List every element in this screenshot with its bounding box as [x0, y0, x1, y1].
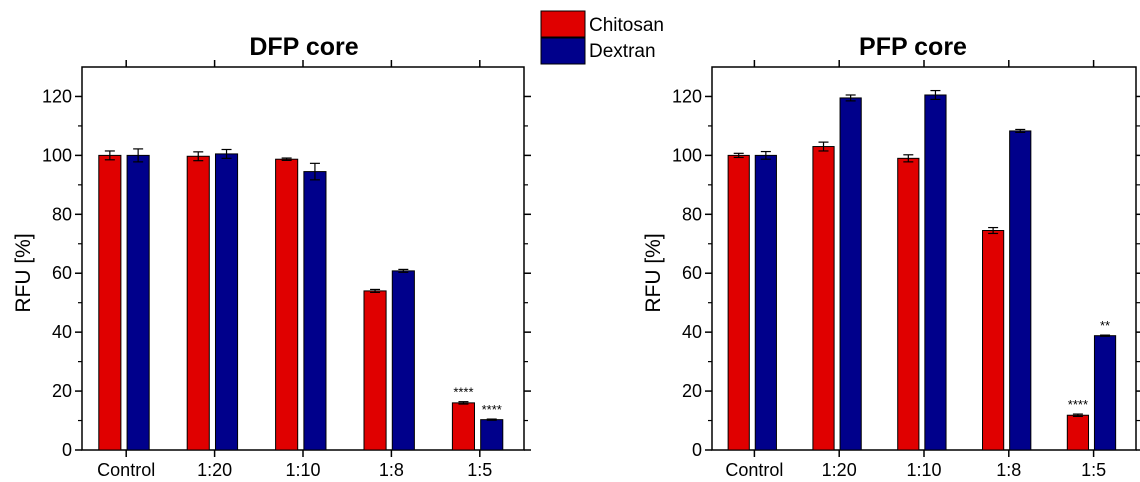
- significance-label: ****: [482, 402, 502, 417]
- x-tick-label: 1:8: [379, 460, 404, 480]
- chart-dfp-core: DFP core RFU [%] 0 20 40 60 80 100 120 Control 1…: [12, 33, 531, 480]
- bar-chitosan: [982, 230, 1005, 451]
- bar-dextran: [839, 97, 862, 451]
- chart-title: DFP core: [249, 33, 358, 61]
- chart-title: PFP core: [859, 33, 967, 61]
- bar-dextran: [391, 270, 415, 451]
- x-tick-label: Control: [97, 460, 155, 480]
- y-tick-label: 100: [42, 145, 72, 165]
- legend-swatch-chitosan: [540, 10, 586, 38]
- y-axis-title: RFU [%]: [642, 233, 665, 312]
- bar-chitosan: [812, 146, 835, 451]
- x-tick-label: Control: [725, 460, 783, 480]
- y-axis-title: RFU [%]: [12, 233, 35, 312]
- x-tick-label: 1:5: [1081, 460, 1106, 480]
- bar-chitosan: [897, 157, 920, 451]
- significance-label: ****: [453, 385, 473, 400]
- bar-chitosan: [363, 290, 387, 451]
- y-tick-label: 60: [682, 263, 702, 283]
- significance-label: **: [1100, 318, 1110, 333]
- legend-swatch-dextran: [540, 37, 586, 65]
- chart-pfp-core: PFP core RFU [%] 0 20 40 60 80 100 120 Control 1…: [642, 33, 1140, 480]
- y-tick-label: 60: [52, 263, 72, 283]
- y-tick-label: 120: [672, 86, 702, 106]
- bar-chitosan: [275, 158, 299, 451]
- x-tick-label: 1:10: [906, 460, 941, 480]
- bar-dextran: [754, 154, 777, 451]
- bar-dextran: [1009, 130, 1032, 451]
- x-tick-label: 1:8: [996, 460, 1021, 480]
- bar-chitosan: [186, 155, 210, 451]
- y-tick-label: 120: [42, 86, 72, 106]
- bar-chitosan: [1066, 414, 1090, 451]
- bar-dextran: [480, 419, 504, 451]
- y-tick-label: 0: [692, 440, 702, 460]
- bar-dextran: [303, 171, 327, 451]
- bar-dextran: [214, 153, 239, 451]
- y-tick-label: 80: [52, 204, 72, 224]
- x-tick-label: 1:20: [822, 460, 857, 480]
- x-tick-label: 1:20: [197, 460, 232, 480]
- y-tick-label: 20: [682, 381, 702, 401]
- bar-dextran: [1093, 335, 1117, 451]
- y-tick-label: 20: [52, 381, 72, 401]
- legend-label-dextran: Dextran: [589, 41, 656, 62]
- legend-label-chitosan: Chitosan: [589, 15, 664, 36]
- bar-dextran: [126, 154, 150, 451]
- y-tick-label: 40: [682, 322, 702, 342]
- y-tick-label: 0: [62, 440, 72, 460]
- legend: Chitosan Dextran: [540, 10, 664, 65]
- bar-chitosan: [727, 154, 750, 451]
- bar-dextran: [924, 94, 947, 451]
- significance-label: ****: [1068, 397, 1088, 412]
- y-tick-label: 100: [672, 145, 702, 165]
- bar-chitosan: [98, 154, 122, 451]
- x-tick-label: 1:5: [467, 460, 492, 480]
- bar-chitosan: [451, 402, 475, 451]
- y-tick-label: 80: [682, 204, 702, 224]
- x-tick-label: 1:10: [285, 460, 320, 480]
- y-tick-label: 40: [52, 322, 72, 342]
